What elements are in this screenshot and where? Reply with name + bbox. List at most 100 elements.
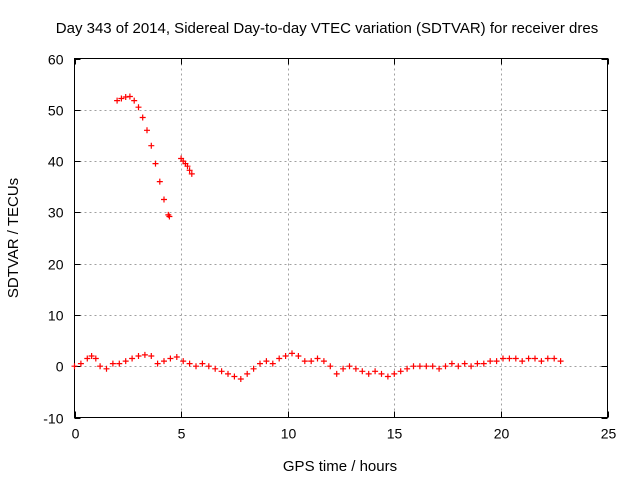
data-point xyxy=(359,368,366,375)
data-point xyxy=(250,365,257,372)
y-tick-label: -10 xyxy=(43,411,63,427)
data-point xyxy=(512,355,519,362)
data-point xyxy=(225,370,231,377)
y-tick-label: 50 xyxy=(48,103,64,119)
data-point xyxy=(161,358,167,365)
data-point xyxy=(327,363,334,370)
data-point xyxy=(397,368,404,375)
data-point xyxy=(77,360,84,367)
data-point xyxy=(118,95,125,102)
data-point xyxy=(308,358,315,365)
y-tick-label: 60 xyxy=(48,52,64,68)
data-point xyxy=(199,360,206,367)
data-point xyxy=(88,353,95,359)
data-point xyxy=(167,355,174,362)
chart-title: Day 343 of 2014, Sidereal Day-to-day VTE… xyxy=(56,20,598,37)
x-tick-label: 10 xyxy=(281,426,297,442)
y-axis-label: SDTVAR / TECUs xyxy=(5,178,22,298)
data-point xyxy=(416,363,423,370)
data-series xyxy=(114,93,173,220)
data-point xyxy=(244,370,251,377)
data-point xyxy=(114,97,121,104)
data-points xyxy=(71,93,564,382)
data-point xyxy=(186,167,193,174)
data-point xyxy=(188,170,195,177)
data-point xyxy=(448,360,455,367)
data-point xyxy=(141,351,148,358)
x-tick-label: 20 xyxy=(494,426,510,442)
data-point xyxy=(71,363,78,370)
data-point xyxy=(237,376,244,382)
data-point xyxy=(282,353,289,359)
y-tick-label: 20 xyxy=(48,257,64,273)
data-point xyxy=(139,114,146,121)
data-point xyxy=(352,365,359,372)
y-tick-label: 0 xyxy=(56,359,64,375)
data-point xyxy=(372,368,379,375)
data-point xyxy=(154,360,161,367)
data-point xyxy=(180,358,187,365)
data-point xyxy=(144,127,150,134)
data-point xyxy=(103,365,110,372)
data-point xyxy=(544,355,551,362)
data-point xyxy=(218,368,225,375)
data-point xyxy=(263,358,270,365)
axis-ticks: 0 5 10 15 20 25 -10 0 10 20 30 40 50 60 xyxy=(43,52,616,442)
grid xyxy=(74,58,608,418)
data-point xyxy=(212,365,219,372)
data-point xyxy=(384,373,391,380)
x-tick-label: 15 xyxy=(387,426,403,442)
data-point xyxy=(97,363,104,370)
data-point xyxy=(131,97,138,104)
data-point xyxy=(455,363,462,370)
data-point xyxy=(346,363,353,370)
data-point xyxy=(148,142,155,149)
data-point xyxy=(404,365,411,372)
data-series xyxy=(71,350,564,382)
data-point xyxy=(184,163,191,170)
data-point xyxy=(410,363,417,370)
data-point xyxy=(122,358,129,365)
data-point xyxy=(135,104,142,111)
x-tick-label: 5 xyxy=(178,426,186,442)
data-point xyxy=(314,355,321,362)
data-point xyxy=(92,355,99,362)
data-point xyxy=(166,213,173,220)
data-point xyxy=(295,353,302,359)
y-tick-label: 30 xyxy=(48,205,64,221)
data-point xyxy=(333,370,340,377)
data-point xyxy=(551,355,558,362)
data-point xyxy=(161,196,167,203)
data-point xyxy=(148,353,155,359)
data-point xyxy=(126,93,133,100)
x-axis-label: GPS time / hours xyxy=(283,458,397,475)
data-point xyxy=(468,363,475,370)
x-tick-label: 25 xyxy=(601,426,617,442)
data-point xyxy=(378,370,385,377)
data-point xyxy=(173,354,180,360)
data-point xyxy=(365,370,372,377)
data-point xyxy=(116,360,123,367)
data-point xyxy=(436,365,443,372)
data-point xyxy=(474,360,481,367)
data-point xyxy=(269,360,276,367)
data-point xyxy=(109,360,116,367)
data-point xyxy=(487,358,494,365)
y-tick-label: 40 xyxy=(48,154,64,170)
data-point xyxy=(257,360,263,367)
data-point xyxy=(423,363,430,370)
data-point xyxy=(301,358,308,365)
data-series xyxy=(178,155,195,177)
data-point xyxy=(276,355,283,362)
data-point xyxy=(519,358,526,365)
data-point xyxy=(129,355,136,362)
data-point xyxy=(429,363,436,370)
data-point xyxy=(231,373,238,380)
data-point xyxy=(461,360,468,367)
data-point xyxy=(340,365,347,372)
data-point xyxy=(135,353,142,359)
data-point xyxy=(156,178,163,185)
data-point xyxy=(152,160,159,167)
